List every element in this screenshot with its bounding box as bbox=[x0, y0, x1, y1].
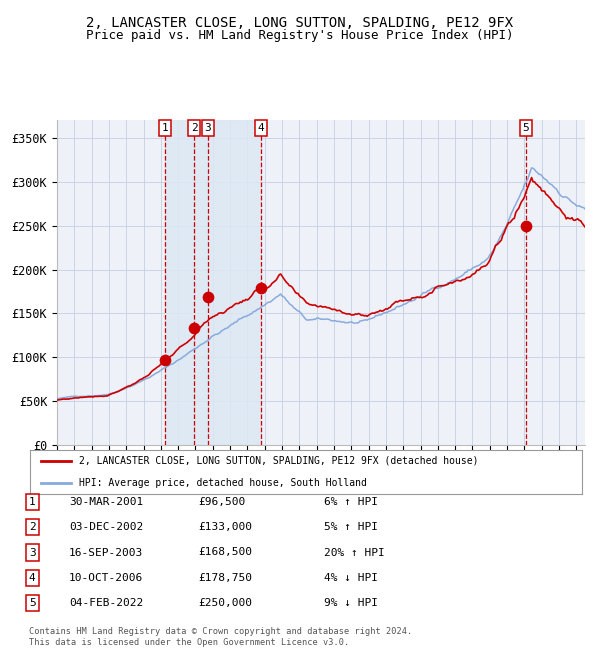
Text: 20% ↑ HPI: 20% ↑ HPI bbox=[324, 547, 385, 558]
Text: £133,000: £133,000 bbox=[198, 522, 252, 532]
Text: 1: 1 bbox=[29, 497, 35, 507]
Text: 10-OCT-2006: 10-OCT-2006 bbox=[69, 573, 143, 583]
Text: 4% ↓ HPI: 4% ↓ HPI bbox=[324, 573, 378, 583]
Text: 30-MAR-2001: 30-MAR-2001 bbox=[69, 497, 143, 507]
Text: 04-FEB-2022: 04-FEB-2022 bbox=[69, 598, 143, 608]
Text: 3: 3 bbox=[29, 547, 35, 558]
Text: 5: 5 bbox=[29, 598, 35, 608]
Text: 3: 3 bbox=[205, 123, 211, 133]
Text: £178,750: £178,750 bbox=[198, 573, 252, 583]
Text: 4: 4 bbox=[257, 123, 264, 133]
Bar bbox=[165, 120, 261, 445]
Point bbox=[203, 292, 212, 302]
Point bbox=[160, 356, 170, 366]
Text: £250,000: £250,000 bbox=[198, 598, 252, 608]
Text: 9% ↓ HPI: 9% ↓ HPI bbox=[324, 598, 378, 608]
Point bbox=[189, 323, 199, 333]
Text: 1: 1 bbox=[162, 123, 169, 133]
Text: £96,500: £96,500 bbox=[198, 497, 245, 507]
Point bbox=[256, 283, 266, 293]
Text: 2, LANCASTER CLOSE, LONG SUTTON, SPALDING, PE12 9FX (detached house): 2, LANCASTER CLOSE, LONG SUTTON, SPALDIN… bbox=[79, 456, 478, 466]
Text: 16-SEP-2003: 16-SEP-2003 bbox=[69, 547, 143, 558]
Text: Price paid vs. HM Land Registry's House Price Index (HPI): Price paid vs. HM Land Registry's House … bbox=[86, 29, 514, 42]
Text: HPI: Average price, detached house, South Holland: HPI: Average price, detached house, Sout… bbox=[79, 478, 367, 488]
Text: 6% ↑ HPI: 6% ↑ HPI bbox=[324, 497, 378, 507]
Text: 2: 2 bbox=[191, 123, 197, 133]
Text: 2: 2 bbox=[29, 522, 35, 532]
Text: Contains HM Land Registry data © Crown copyright and database right 2024.
This d: Contains HM Land Registry data © Crown c… bbox=[29, 627, 412, 647]
Text: 5: 5 bbox=[523, 123, 529, 133]
Text: 03-DEC-2002: 03-DEC-2002 bbox=[69, 522, 143, 532]
Text: 4: 4 bbox=[29, 573, 35, 583]
Text: 2, LANCASTER CLOSE, LONG SUTTON, SPALDING, PE12 9FX: 2, LANCASTER CLOSE, LONG SUTTON, SPALDIN… bbox=[86, 16, 514, 31]
Text: 5% ↑ HPI: 5% ↑ HPI bbox=[324, 522, 378, 532]
Text: £168,500: £168,500 bbox=[198, 547, 252, 558]
Point bbox=[521, 220, 531, 231]
